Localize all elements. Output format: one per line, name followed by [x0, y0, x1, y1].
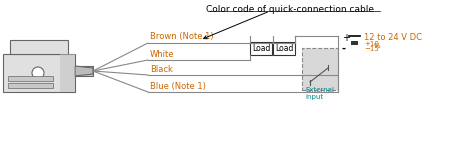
Bar: [10, 40, 68, 54]
Bar: [3, 54, 75, 92]
Text: +: +: [342, 33, 350, 43]
Text: Load: Load: [275, 44, 293, 53]
Bar: [351, 41, 358, 45]
Bar: [273, 42, 295, 55]
Bar: [302, 48, 338, 90]
Text: Blue (Note 1): Blue (Note 1): [150, 82, 206, 91]
Text: Brown (Note 1): Brown (Note 1): [150, 32, 214, 41]
Text: +10: +10: [364, 41, 379, 47]
Bar: [75, 66, 93, 76]
Bar: [8, 76, 53, 81]
Text: %: %: [374, 44, 381, 50]
Text: −15: −15: [364, 46, 379, 52]
Circle shape: [32, 67, 44, 79]
Text: White: White: [150, 50, 175, 59]
Text: -: -: [342, 44, 346, 54]
Text: Load: Load: [252, 44, 270, 53]
Text: Color code of quick-connection cable: Color code of quick-connection cable: [206, 5, 374, 14]
Bar: [250, 42, 272, 55]
Bar: [8, 83, 53, 88]
Polygon shape: [75, 66, 93, 76]
Text: 12 to 24 V DC: 12 to 24 V DC: [364, 33, 422, 42]
Text: Black: Black: [150, 65, 173, 74]
Bar: [60, 54, 75, 92]
Text: External
input: External input: [305, 87, 334, 100]
